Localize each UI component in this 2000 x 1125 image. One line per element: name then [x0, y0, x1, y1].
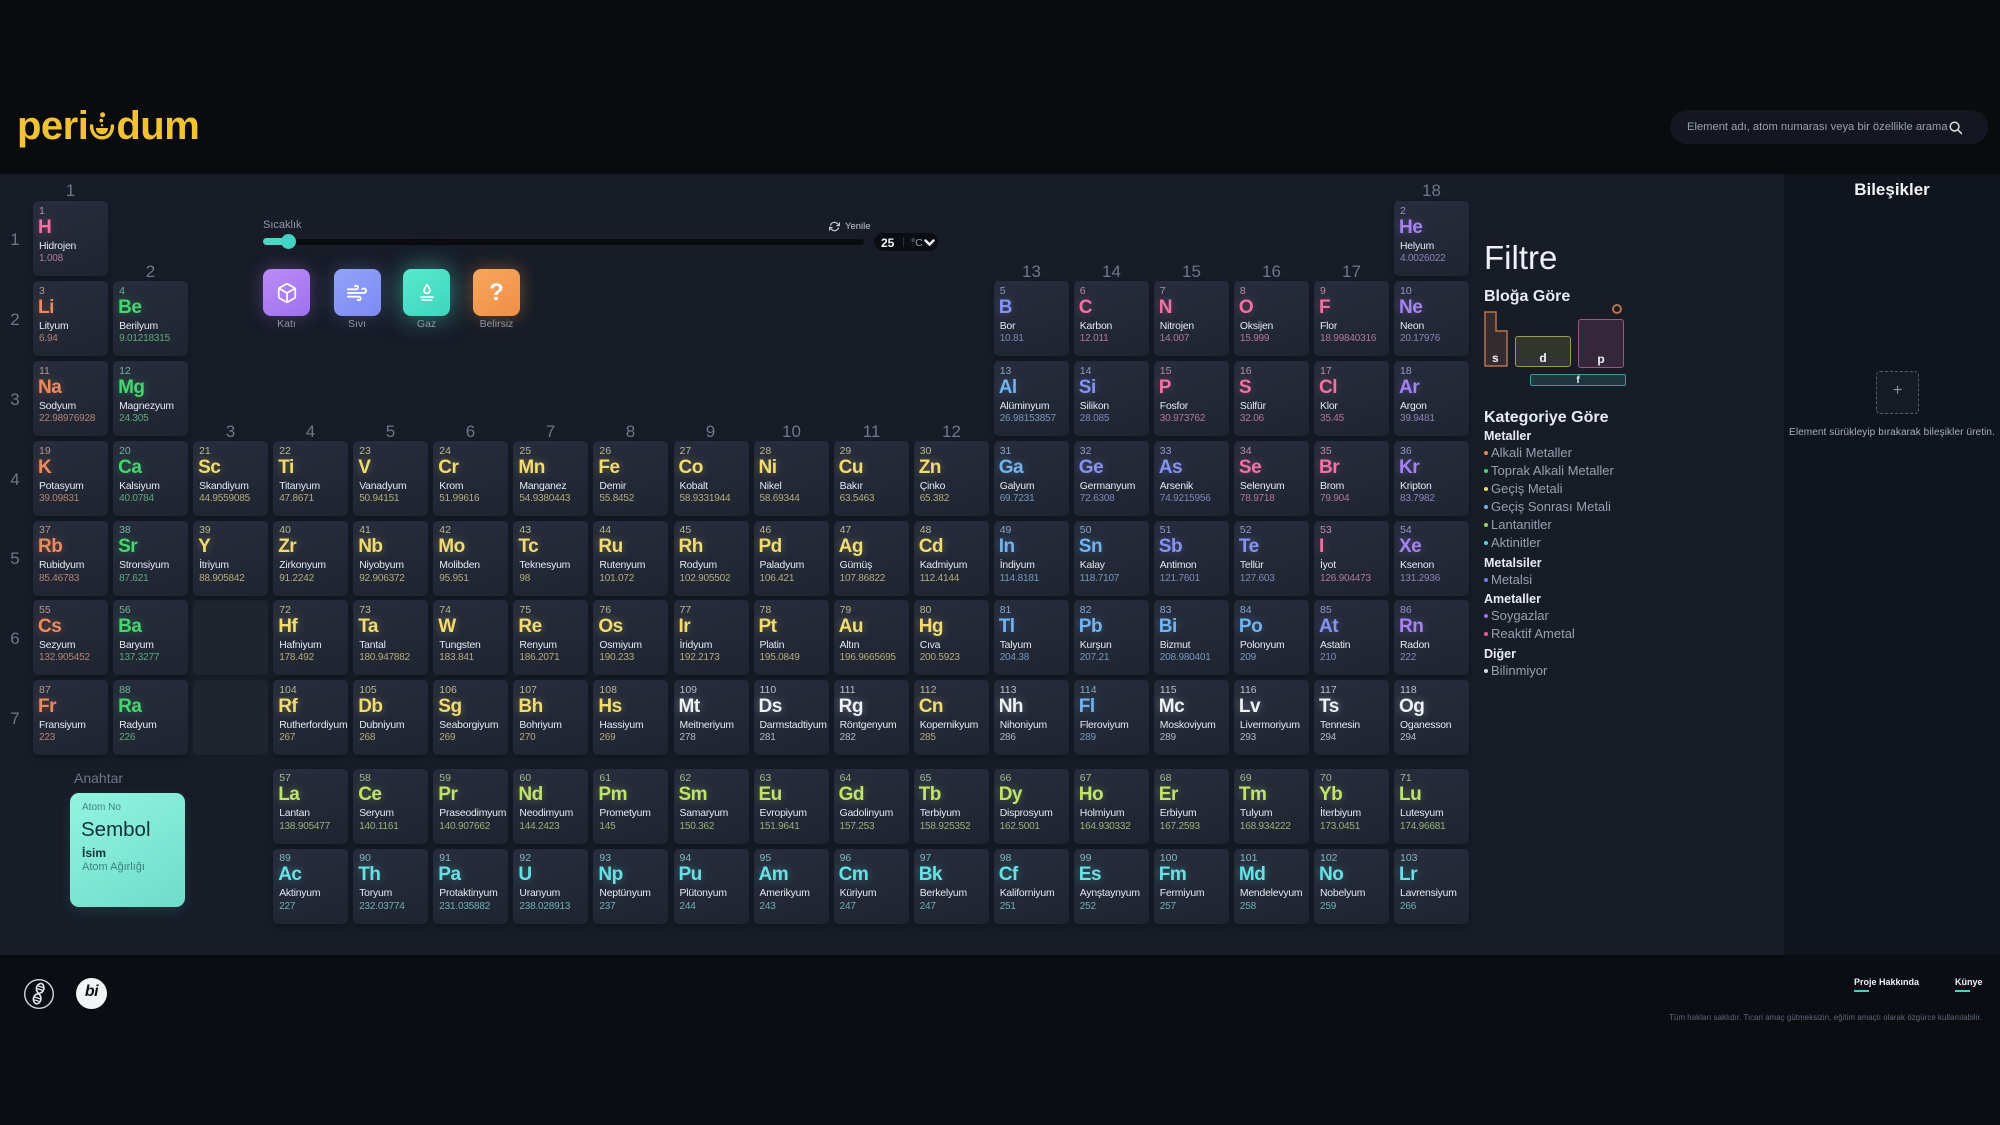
svg-text:s: s: [1492, 351, 1499, 365]
